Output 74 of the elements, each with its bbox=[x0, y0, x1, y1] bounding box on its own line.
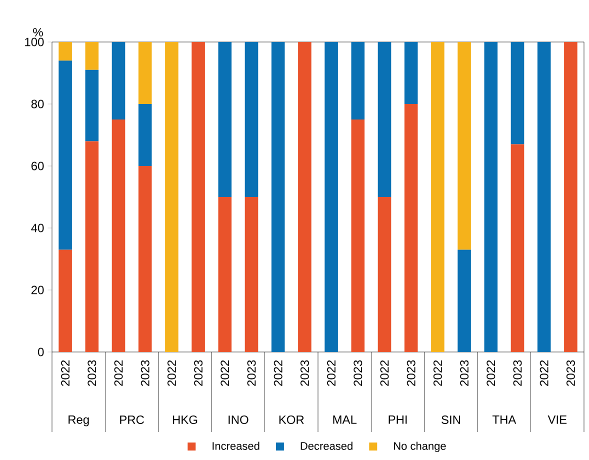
bar bbox=[218, 42, 232, 197]
bar bbox=[112, 119, 126, 352]
x-tick-label: 2023 bbox=[247, 360, 256, 386]
bar bbox=[510, 144, 524, 352]
x-tick-label: 2022 bbox=[220, 360, 230, 386]
bar bbox=[112, 42, 126, 120]
bar bbox=[404, 42, 418, 104]
x-tick-label: 2023 bbox=[88, 360, 96, 386]
text: THA bbox=[492, 416, 516, 424]
bar bbox=[85, 42, 99, 70]
bar bbox=[58, 60, 72, 250]
bar bbox=[564, 42, 578, 352]
bar bbox=[351, 42, 365, 120]
bar bbox=[510, 42, 524, 144]
bar bbox=[404, 104, 418, 352]
y-axis-title: % bbox=[33, 28, 43, 36]
x-tick-label: 2022 bbox=[486, 360, 496, 386]
x-tick-label: 2023 bbox=[566, 360, 575, 386]
bar bbox=[58, 250, 72, 352]
y-tick-label: 40 bbox=[31, 224, 44, 232]
text: HKG bbox=[172, 416, 198, 424]
text: VIE bbox=[548, 416, 567, 424]
bar bbox=[165, 42, 178, 352]
text: KOR bbox=[279, 416, 304, 424]
x-tick-label: 2023 bbox=[460, 360, 469, 386]
bar bbox=[484, 42, 498, 352]
x-tick-label: 2022 bbox=[327, 360, 336, 386]
legend-label: No change bbox=[394, 442, 446, 452]
y-tick-label: 0 bbox=[38, 348, 44, 356]
x-tick-label: 2023 bbox=[513, 360, 522, 386]
bar bbox=[378, 196, 392, 352]
x-tick-label: 2023 bbox=[354, 360, 362, 386]
bar bbox=[458, 250, 471, 352]
bar bbox=[378, 42, 392, 197]
bar bbox=[458, 42, 471, 250]
bar bbox=[537, 42, 551, 352]
bar bbox=[138, 166, 152, 352]
x-tick-label: 2022 bbox=[274, 360, 282, 386]
text: INO bbox=[228, 416, 248, 424]
bar bbox=[298, 42, 312, 352]
bar bbox=[218, 196, 232, 352]
bar bbox=[138, 42, 152, 104]
y-tick-label: 80 bbox=[31, 100, 44, 108]
x-tick-label: 2022 bbox=[540, 360, 548, 386]
text: PHI bbox=[388, 416, 407, 424]
bar bbox=[324, 42, 338, 352]
y-tick-label: 60 bbox=[31, 162, 44, 170]
x-tick-label: 2023 bbox=[406, 360, 416, 386]
text: SIN bbox=[442, 416, 460, 424]
bar bbox=[85, 141, 99, 352]
y-tick-label: 20 bbox=[31, 286, 44, 294]
y-tick-label: 100 bbox=[25, 38, 44, 46]
bar bbox=[271, 42, 285, 352]
x-tick-label: 2023 bbox=[300, 360, 309, 386]
bar bbox=[58, 42, 72, 61]
x-tick-label: 2022 bbox=[167, 360, 176, 386]
x-tick-label: 2023 bbox=[140, 360, 150, 386]
bar bbox=[244, 42, 258, 197]
legend-label: Decreased bbox=[300, 442, 352, 450]
x-tick-label: 2023 bbox=[194, 360, 203, 386]
text: PRC bbox=[120, 416, 144, 424]
x-tick-label: 2022 bbox=[433, 360, 442, 386]
text: Reg bbox=[68, 416, 89, 426]
bar bbox=[431, 42, 444, 352]
text: MAL bbox=[333, 416, 357, 424]
x-tick-label: 2022 bbox=[61, 360, 70, 386]
bar bbox=[138, 104, 152, 166]
x-tick-label: 2022 bbox=[114, 360, 123, 386]
bar bbox=[192, 42, 205, 352]
bar bbox=[244, 196, 258, 352]
bar bbox=[351, 119, 365, 352]
x-tick-label: 2022 bbox=[380, 360, 389, 386]
legend-label: Increased bbox=[212, 442, 260, 450]
bar bbox=[85, 70, 99, 142]
